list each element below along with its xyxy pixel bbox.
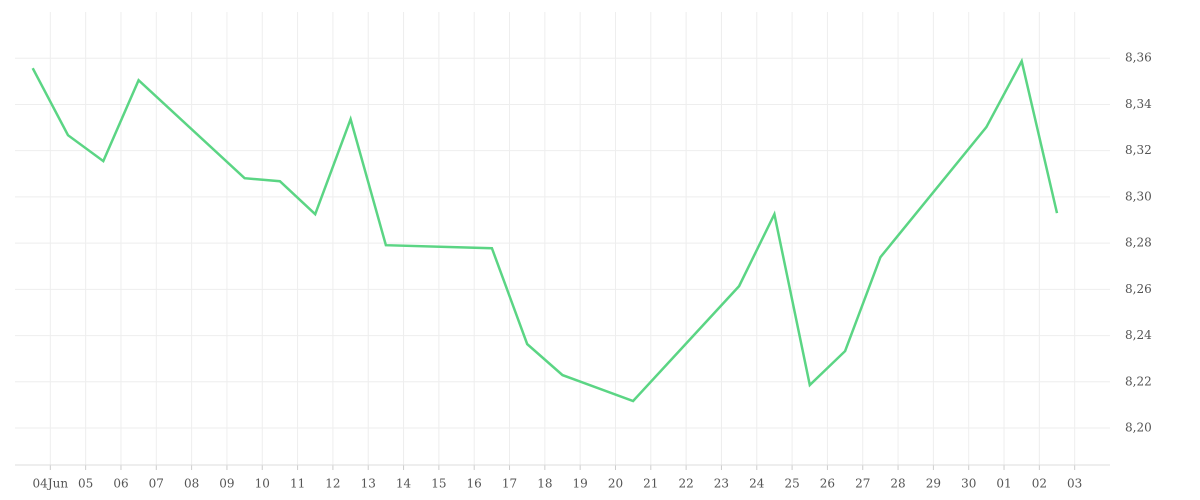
y-tick-label: 8,28 <box>1125 236 1152 250</box>
x-tick-label: 02 <box>1032 477 1047 491</box>
x-tick-label: 12 <box>325 477 340 491</box>
x-tick-label: 03 <box>1067 477 1082 491</box>
y-tick-label: 8,26 <box>1125 282 1152 296</box>
y-tick-label: 8,36 <box>1125 51 1152 65</box>
y-tick-label: 8,32 <box>1125 143 1152 157</box>
x-tick-label: 15 <box>431 477 446 491</box>
x-tick-label: 23 <box>714 477 729 491</box>
x-tick-label: 04Jun <box>33 477 69 491</box>
x-tick-label: 27 <box>855 477 870 491</box>
x-tick-label: 09 <box>219 477 234 491</box>
x-tick-label: 25 <box>784 477 799 491</box>
x-tick-label: 14 <box>396 477 412 491</box>
y-tick-label: 8,22 <box>1125 374 1152 388</box>
y-tick-label: 8,34 <box>1125 97 1152 111</box>
x-tick-label: 11 <box>290 477 305 491</box>
x-tick-label: 01 <box>996 477 1011 491</box>
y-tick-label: 8,24 <box>1125 328 1152 342</box>
x-tick-label: 07 <box>149 477 164 491</box>
x-tick-label: 08 <box>184 477 199 491</box>
y-tick-label: 8,20 <box>1125 421 1152 435</box>
x-tick-label: 30 <box>961 477 976 491</box>
x-tick-label: 21 <box>643 477 658 491</box>
x-tick-label: 16 <box>467 477 482 491</box>
x-tick-label: 19 <box>573 477 588 491</box>
x-tick-label: 24 <box>749 477 765 491</box>
x-tick-label: 06 <box>113 477 128 491</box>
x-tick-label: 22 <box>678 477 693 491</box>
x-tick-label: 26 <box>820 477 835 491</box>
line <box>31 57 1059 403</box>
x-tick-label: 29 <box>926 477 941 491</box>
y-tick-label: 8,30 <box>1125 189 1152 203</box>
x-tick-label: 18 <box>537 477 552 491</box>
x-tick-label: 20 <box>608 477 623 491</box>
x-tick-label: 10 <box>255 477 270 491</box>
x-tick-label: 13 <box>361 477 376 491</box>
x-tick-label: 05 <box>78 477 93 491</box>
x-tick-label: 28 <box>890 477 905 491</box>
x-tick-label: 17 <box>502 477 517 491</box>
